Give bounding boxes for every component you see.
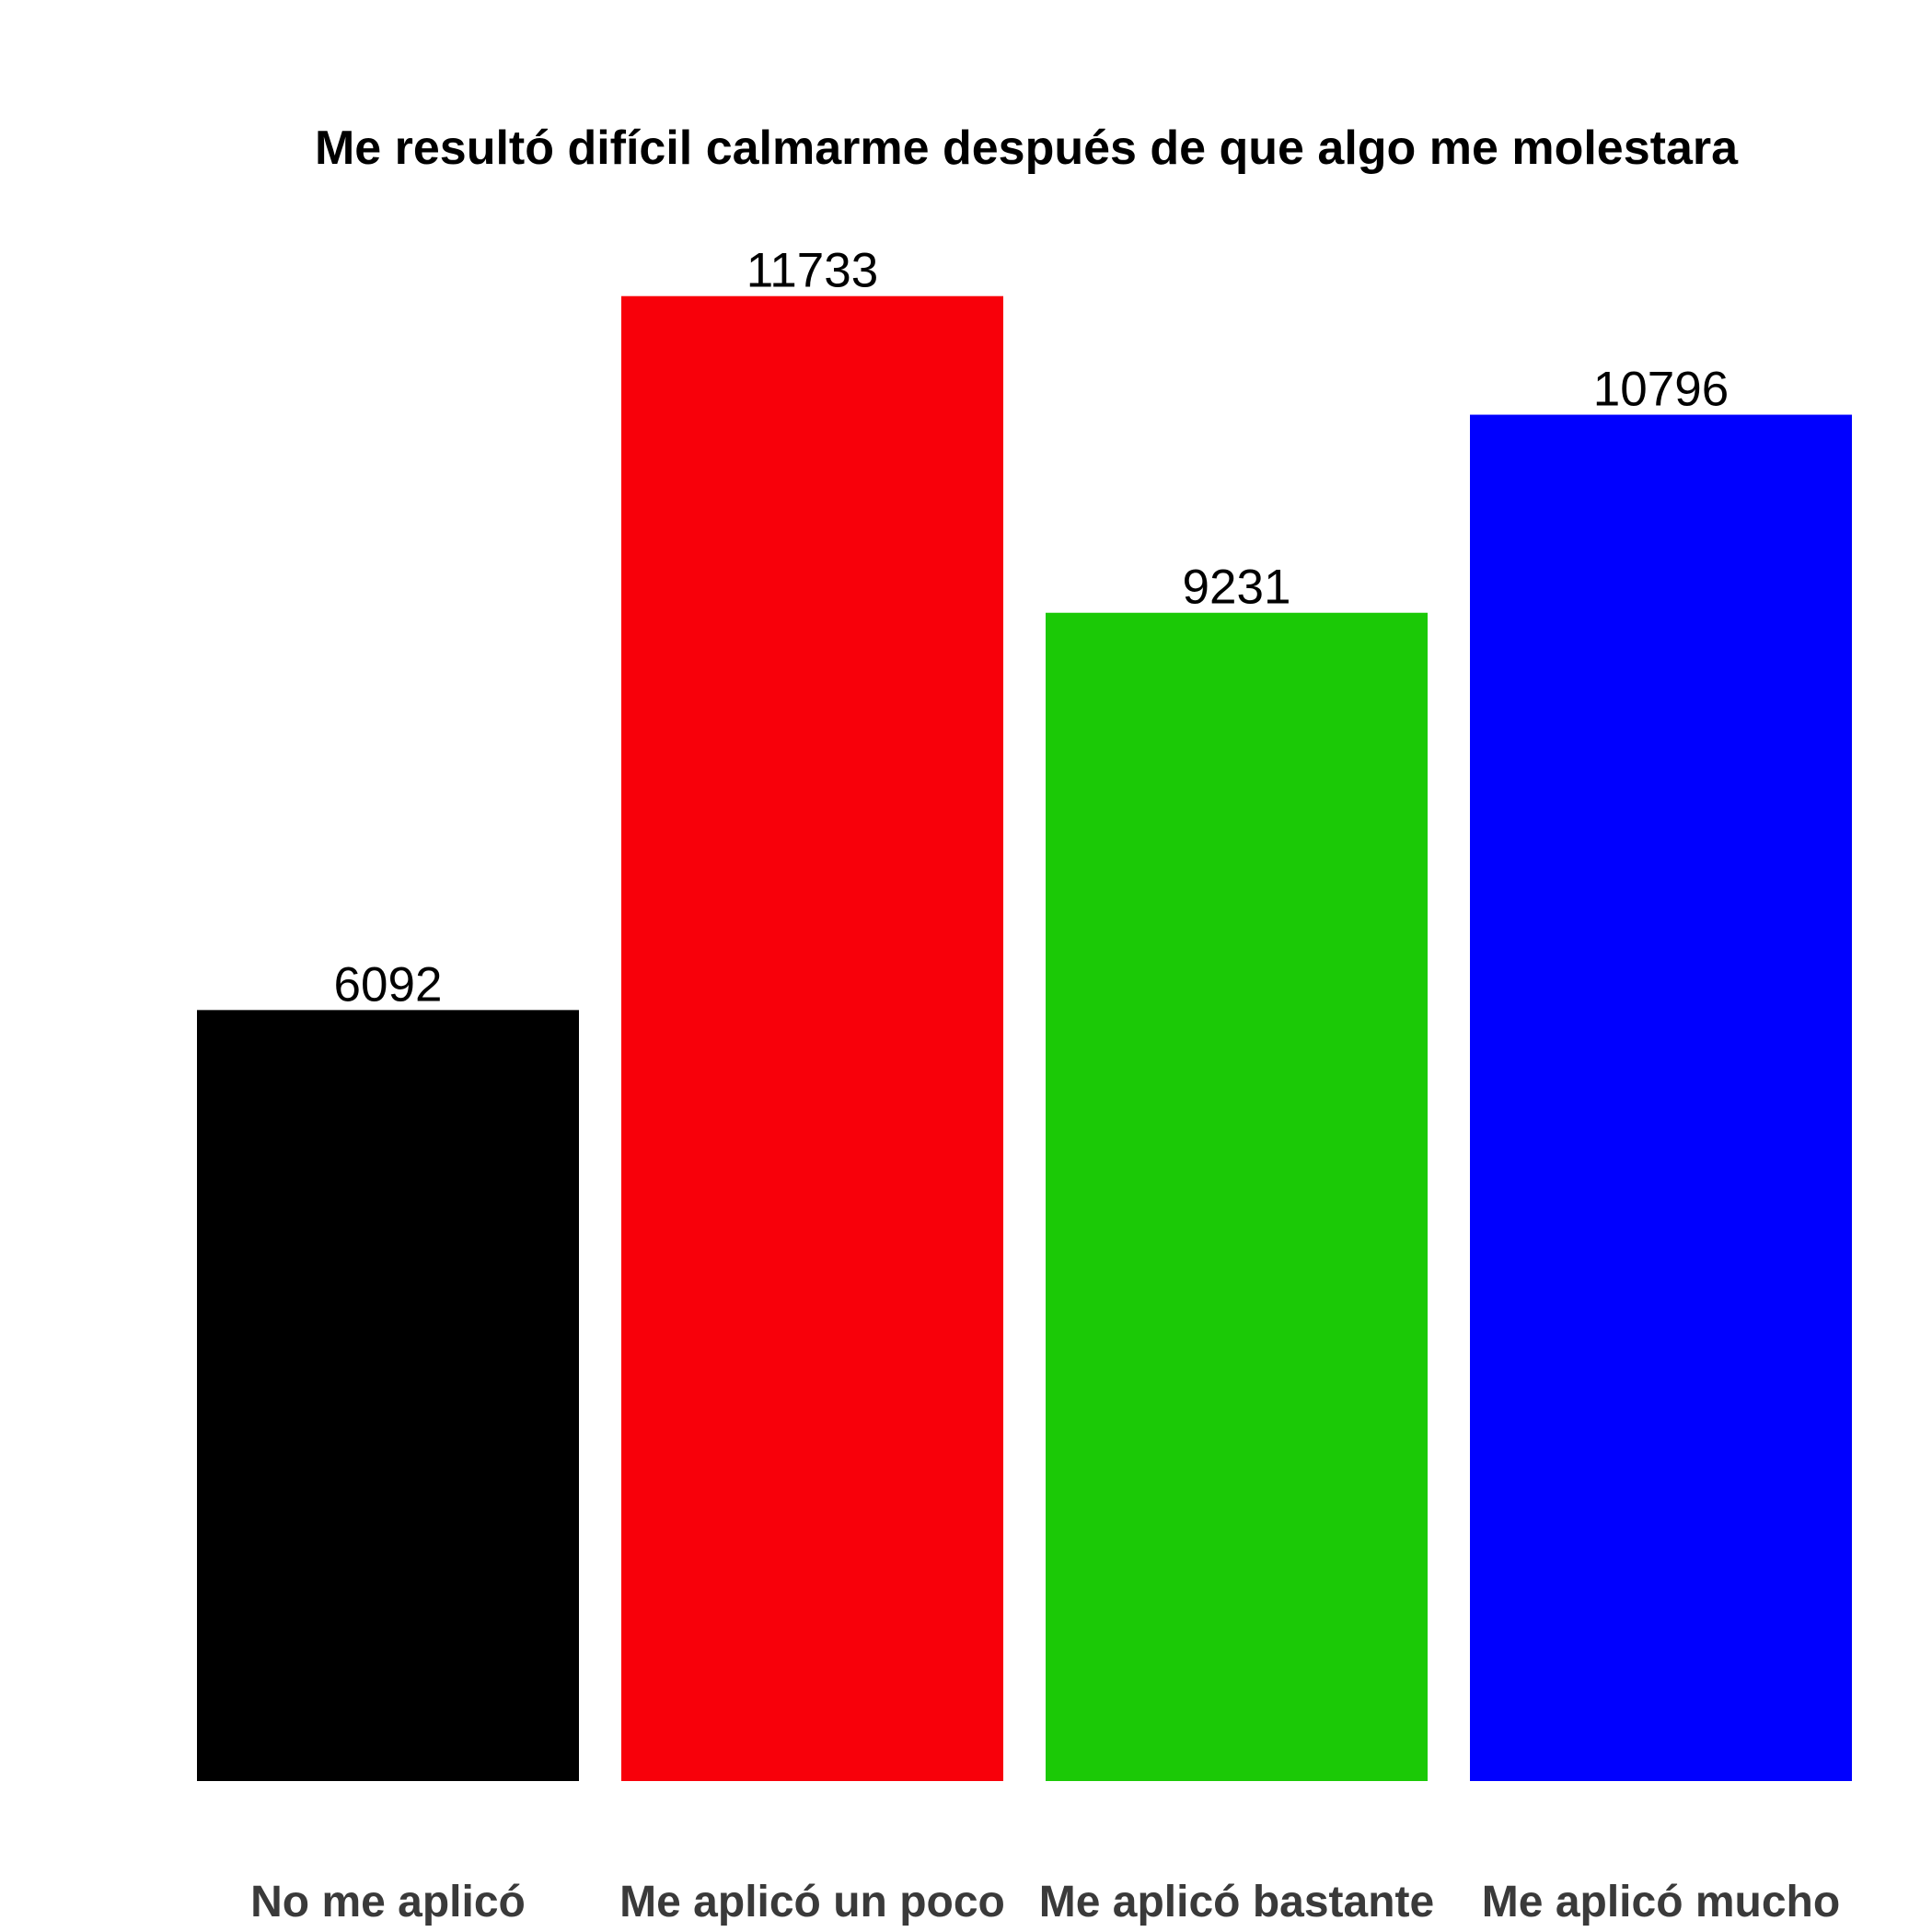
bar-2 — [621, 295, 1003, 1781]
category-label-1: No me aplicó — [250, 1878, 526, 1926]
value-label-2: 11733 — [746, 244, 878, 298]
category-label-4: Me aplicó mucho — [1482, 1878, 1840, 1926]
value-label-1: 6092 — [334, 957, 443, 1012]
bars-layer — [197, 295, 1852, 1781]
category-label-2: Me aplicó un poco — [619, 1878, 1005, 1926]
bar-4 — [1470, 414, 1852, 1781]
category-labels-layer: No me aplicó Me aplicó un poco Me aplicó b… — [250, 1878, 1840, 1926]
chart-title: Me resultó difícil calmarme después de q… — [315, 121, 1739, 175]
bar-3 — [1046, 612, 1428, 1781]
bar-1 — [197, 1010, 579, 1781]
category-label-3: Me aplicó bastante — [1039, 1878, 1434, 1926]
value-label-4: 10796 — [1593, 363, 1729, 417]
value-labels-layer: 6092 11733 9231 10796 — [334, 244, 1730, 1012]
value-label-3: 9231 — [1183, 561, 1291, 615]
